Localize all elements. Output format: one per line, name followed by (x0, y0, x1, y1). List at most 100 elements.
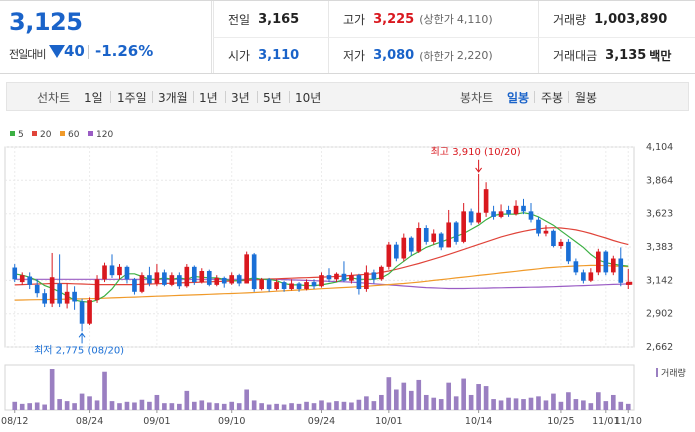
period-toolbar: 선차트 1일 1주일 3개월 1년 3년 5년 10년 봉차트 일봉 주봉 월봉 (6, 82, 689, 111)
candle-body (476, 212, 481, 223)
candle-body (251, 254, 257, 290)
volume-label: 거래량 (553, 12, 587, 27)
toolbar-divider (257, 91, 258, 103)
candle-body (304, 282, 309, 290)
volume-bar (49, 369, 55, 410)
candle-body (34, 284, 40, 294)
candle-body (147, 275, 152, 284)
candle-monthly-button[interactable]: 월봉 (575, 91, 598, 105)
candle-body (603, 251, 609, 273)
volume-bar (236, 403, 242, 410)
period-3y-button[interactable]: 3년 (231, 91, 250, 105)
candle-body (79, 301, 85, 324)
open-label: 시가 (228, 49, 251, 63)
toolbar-divider (289, 91, 290, 103)
volume-bar (169, 403, 175, 410)
volume-bar (64, 401, 70, 410)
candle-body (408, 237, 414, 252)
volume-bar (581, 400, 586, 410)
period-1y-button[interactable]: 1년 (199, 91, 218, 105)
line-chart-label: 선차트 (37, 91, 71, 105)
low-value: 3,080 (373, 48, 415, 63)
period-5y-button[interactable]: 5년 (263, 91, 282, 105)
open-value: 3,110 (258, 48, 300, 63)
max-arrow-icon (475, 159, 483, 173)
candle-body (401, 237, 407, 259)
candle-body (596, 251, 601, 273)
candle-body (132, 279, 137, 292)
y-tick-label: 3,623 (646, 209, 673, 220)
volume-legend-label: 거래량 (661, 367, 686, 379)
period-1d-button[interactable]: 1일 (84, 91, 103, 105)
candle-daily-button[interactable]: 일봉 (507, 91, 530, 105)
volume-bar (206, 402, 212, 410)
legend-label: 20 (40, 130, 52, 140)
candle-body (610, 258, 616, 273)
candle-body (498, 211, 504, 217)
candle-body (566, 241, 571, 262)
legend-label: 120 (96, 130, 113, 140)
min-arrow-icon (78, 332, 86, 344)
legend-swatch (88, 131, 93, 136)
low-cell: 저가 3,080 (하한가 2,220) (328, 37, 538, 73)
x-tick-label: 10/25 (547, 416, 574, 427)
x-tick-label: 09/24 (308, 416, 335, 427)
volume-bar (244, 389, 250, 410)
volume-cell: 거래량 1,003,890 (538, 1, 695, 37)
volume-bar (94, 400, 100, 410)
candle-body (177, 275, 182, 287)
x-tick-label: 09/01 (143, 416, 170, 427)
volume-bar (326, 402, 332, 410)
candle-body (461, 211, 466, 242)
candle-body (371, 272, 377, 280)
candle-body (199, 270, 205, 283)
upper-limit-value: 4,110) (456, 12, 493, 26)
volume-bar (558, 401, 564, 410)
current-price-marker (626, 281, 633, 285)
candle-body (506, 209, 511, 215)
volume-bar (42, 404, 47, 410)
volume-bar (349, 402, 354, 410)
candle-body (513, 205, 519, 215)
volume-bar (625, 403, 631, 410)
candle-body (259, 279, 264, 290)
period-3m-button[interactable]: 3개월 (158, 91, 188, 105)
candle-body (12, 267, 18, 280)
volume-bar (214, 403, 220, 410)
candle-body (551, 230, 556, 247)
toolbar-divider (568, 91, 569, 103)
volume-bar (536, 396, 541, 410)
candle-body (244, 254, 250, 284)
toolbar-divider (110, 91, 111, 103)
candles (12, 173, 631, 332)
volume-bar (551, 393, 556, 410)
volume-bar (12, 401, 18, 410)
period-10y-button[interactable]: 10년 (295, 91, 322, 105)
candle-body (393, 244, 399, 259)
candle-body (154, 272, 160, 284)
volume-bar (401, 382, 407, 410)
legend-swatch (60, 131, 65, 136)
volume-bar (184, 390, 190, 410)
candle-body (319, 275, 324, 287)
candle-body (326, 275, 332, 280)
candle-body (27, 276, 33, 285)
max-price-annotation: 최고 3,910 (10/20) (431, 146, 521, 158)
y-axis: 4,104 3,864 3,623 3,383 3,142 2,902 2,662 (626, 142, 673, 353)
price-change-percent: -1.26% (95, 42, 154, 60)
candle-body (102, 265, 107, 280)
volume-bar (483, 386, 489, 410)
volume-bar (266, 404, 272, 410)
candle-weekly-button[interactable]: 주봉 (541, 91, 564, 105)
period-1w-button[interactable]: 1주일 (117, 91, 147, 105)
volume-bar (289, 403, 294, 410)
volume-bar (34, 402, 40, 410)
candle-body (543, 230, 549, 234)
volume-bar (543, 400, 549, 410)
prev-close-value: 3,165 (258, 11, 300, 27)
legend-label: 5 (18, 130, 24, 140)
volume-bar (117, 403, 122, 410)
candle-body (453, 222, 459, 242)
candle-body (139, 275, 145, 292)
